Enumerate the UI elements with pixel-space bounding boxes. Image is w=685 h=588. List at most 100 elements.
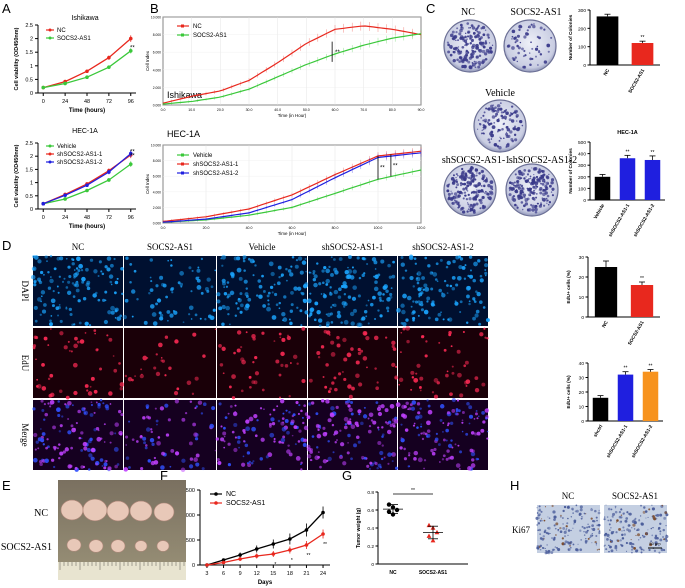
cell bbox=[289, 321, 293, 326]
stained-cell bbox=[553, 524, 556, 527]
cell bbox=[212, 308, 216, 312]
colony bbox=[453, 192, 458, 196]
cell bbox=[214, 328, 217, 331]
colony bbox=[476, 26, 479, 29]
cell bbox=[299, 270, 304, 275]
cell bbox=[413, 377, 419, 383]
cell bbox=[452, 259, 456, 264]
cell bbox=[347, 384, 352, 389]
stained-cell bbox=[598, 531, 601, 535]
cell bbox=[150, 428, 153, 431]
cell bbox=[151, 312, 157, 317]
cell bbox=[374, 280, 378, 285]
cell bbox=[413, 257, 417, 260]
colony bbox=[519, 183, 522, 186]
cell bbox=[278, 332, 282, 336]
colony bbox=[476, 45, 478, 47]
cell bbox=[41, 432, 46, 436]
cell bbox=[447, 422, 450, 425]
ihc-column-label: NC bbox=[562, 491, 575, 501]
colony bbox=[457, 206, 460, 209]
cell bbox=[150, 460, 155, 466]
tumor bbox=[156, 540, 170, 552]
cell bbox=[150, 430, 154, 434]
cell bbox=[162, 283, 167, 288]
colony bbox=[474, 190, 478, 194]
cell bbox=[480, 428, 485, 433]
stained-cell bbox=[539, 537, 543, 540]
data-point bbox=[386, 509, 392, 514]
cell bbox=[196, 284, 202, 290]
colony bbox=[521, 124, 524, 127]
stained-cell bbox=[605, 504, 607, 506]
cell bbox=[244, 443, 249, 448]
legend-marker bbox=[181, 153, 184, 157]
cell bbox=[459, 450, 463, 454]
cell bbox=[348, 394, 353, 399]
cell bbox=[277, 419, 281, 423]
cell bbox=[67, 280, 71, 284]
cell bbox=[467, 466, 472, 471]
stained-cell bbox=[637, 533, 641, 537]
stained-cell bbox=[555, 522, 559, 526]
cell bbox=[301, 379, 306, 384]
colony bbox=[477, 48, 481, 52]
cell bbox=[450, 455, 454, 460]
x-tick-label: Vehicle bbox=[593, 203, 607, 221]
y-axis-label: Number of Colonies bbox=[568, 148, 574, 194]
cell bbox=[330, 321, 334, 324]
cell bbox=[68, 349, 71, 352]
colony bbox=[464, 44, 466, 46]
cell bbox=[245, 419, 250, 424]
cell bbox=[309, 312, 313, 317]
cell bbox=[450, 345, 453, 348]
significance-mark: ** bbox=[335, 50, 340, 56]
stained-cell bbox=[537, 522, 541, 525]
stained-cell bbox=[595, 535, 598, 538]
cell bbox=[367, 322, 370, 325]
data-point bbox=[221, 560, 226, 565]
cell bbox=[343, 319, 349, 325]
cell bbox=[350, 457, 353, 461]
x-tick-label: 30.0 bbox=[246, 108, 253, 112]
cell bbox=[75, 267, 79, 270]
cell bbox=[363, 456, 367, 460]
colony bbox=[467, 176, 471, 180]
cell bbox=[240, 303, 244, 308]
cell bbox=[86, 389, 89, 392]
cell bbox=[435, 432, 438, 435]
cell bbox=[475, 412, 478, 416]
cell bbox=[400, 303, 405, 308]
colony bbox=[468, 26, 470, 29]
cell bbox=[380, 259, 385, 264]
cell bbox=[186, 380, 192, 386]
cell bbox=[481, 382, 486, 387]
cell bbox=[437, 312, 442, 317]
stained-cell bbox=[539, 533, 541, 535]
y-tick-label: 4.000 bbox=[153, 68, 161, 72]
colony bbox=[502, 111, 505, 114]
cell bbox=[273, 283, 276, 286]
cell bbox=[459, 311, 462, 314]
cell bbox=[420, 286, 423, 289]
colony bbox=[470, 54, 474, 59]
cell bbox=[56, 407, 61, 413]
stained-cell bbox=[572, 543, 575, 546]
cell bbox=[289, 272, 294, 277]
cell bbox=[75, 288, 80, 293]
colony bbox=[478, 198, 481, 202]
cell bbox=[200, 412, 204, 415]
stained-cell bbox=[554, 546, 557, 548]
cell bbox=[282, 421, 285, 424]
colony bbox=[530, 23, 533, 26]
cell bbox=[379, 466, 382, 469]
stained-cell bbox=[567, 547, 571, 552]
cell bbox=[409, 275, 414, 281]
stained-cell bbox=[618, 527, 622, 531]
cell bbox=[434, 317, 439, 322]
cell bbox=[284, 364, 289, 368]
cell bbox=[350, 400, 354, 404]
cell bbox=[262, 304, 266, 308]
colony bbox=[480, 169, 484, 174]
cell bbox=[149, 288, 154, 293]
